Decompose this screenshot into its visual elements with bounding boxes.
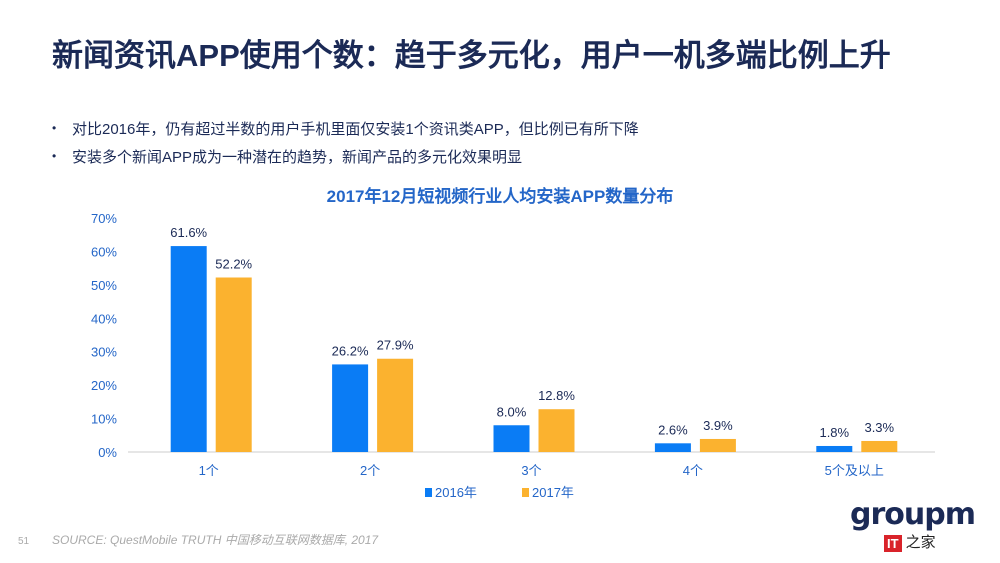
data-label: 27.9% xyxy=(377,338,414,353)
data-label: 2.6% xyxy=(658,422,688,437)
x-tick-label: 3个 xyxy=(521,463,541,478)
bullet-text: 安装多个新闻APP成为一种潜在的趋势，新闻产品的多元化效果明显 xyxy=(72,148,523,166)
data-label: 8.0% xyxy=(497,404,527,419)
bar-2016年 xyxy=(170,246,207,452)
bullet-item: • 安装多个新闻APP成为一种潜在的趋势，新闻产品的多元化效果明显 xyxy=(52,142,639,170)
x-tick-label: 1个 xyxy=(199,463,219,478)
bullet-icon: • xyxy=(52,121,57,135)
legend-label: 2017年 xyxy=(532,485,574,500)
legend-swatch xyxy=(425,488,432,497)
y-tick-label: 10% xyxy=(91,412,117,427)
bar-2016年 xyxy=(816,445,853,452)
y-tick-label: 30% xyxy=(91,345,117,360)
legend-label: 2016年 xyxy=(435,485,477,500)
bar-2017年 xyxy=(538,409,575,452)
data-label: 26.2% xyxy=(332,343,369,358)
bar-2017年 xyxy=(377,358,414,452)
data-label: 3.9% xyxy=(703,418,733,433)
bar-2017年 xyxy=(861,440,898,452)
bar-2017年 xyxy=(215,277,252,452)
bullet-text: 对比2016年，仍有超过半数的用户手机里面仅安装1个资讯类APP，但比例已有所下… xyxy=(72,120,639,138)
logo-text: groupm xyxy=(850,497,976,532)
bar-2017年 xyxy=(699,438,736,452)
footer: 51 SOURCE: QuestMobile TRUTH 中国移动互联网数据库, … xyxy=(18,531,378,548)
bar-2016年 xyxy=(332,364,369,452)
y-tick-label: 20% xyxy=(91,378,117,393)
y-tick-label: 0% xyxy=(98,445,117,460)
chart-title: 2017年12月短视频行业人均安装APP数量分布 xyxy=(327,186,674,206)
x-tick-label: 4个 xyxy=(683,463,703,478)
bullet-list: • 对比2016年，仍有超过半数的用户手机里面仅安装1个资讯类APP，但比例已有所… xyxy=(52,114,639,170)
logo-badge: IT xyxy=(884,534,902,552)
page-number: 51 xyxy=(18,536,30,547)
y-tick-label: 50% xyxy=(91,278,117,293)
page-title: 新闻资讯APP使用个数：趋于多元化，用户一机多端比例上升 xyxy=(52,38,891,73)
groupm-logo: groupm IT 之家 xyxy=(850,500,980,560)
data-label: 61.6% xyxy=(170,225,207,240)
bullet-item: • 对比2016年，仍有超过半数的用户手机里面仅安装1个资讯类APP，但比例已有所… xyxy=(52,114,639,142)
data-label: 1.8% xyxy=(819,425,849,440)
y-tick-label: 40% xyxy=(91,311,117,326)
bullet-icon: • xyxy=(52,149,57,163)
legend-swatch xyxy=(522,488,529,497)
source-text: SOURCE: QuestMobile TRUTH 中国移动互联网数据库, 20… xyxy=(52,533,379,547)
bar-2016年 xyxy=(493,425,530,452)
logo-sub-text: 之家 xyxy=(905,534,936,551)
x-tick-label: 5个及以上 xyxy=(825,463,884,478)
bar-2016年 xyxy=(654,443,691,452)
logo-sub: IT 之家 xyxy=(884,533,936,553)
data-label: 12.8% xyxy=(538,388,575,403)
y-tick-label: 60% xyxy=(91,244,117,259)
y-tick-label: 70% xyxy=(91,211,117,226)
data-label: 3.3% xyxy=(864,420,894,435)
data-label: 52.2% xyxy=(215,257,252,272)
x-tick-label: 2个 xyxy=(360,463,380,478)
